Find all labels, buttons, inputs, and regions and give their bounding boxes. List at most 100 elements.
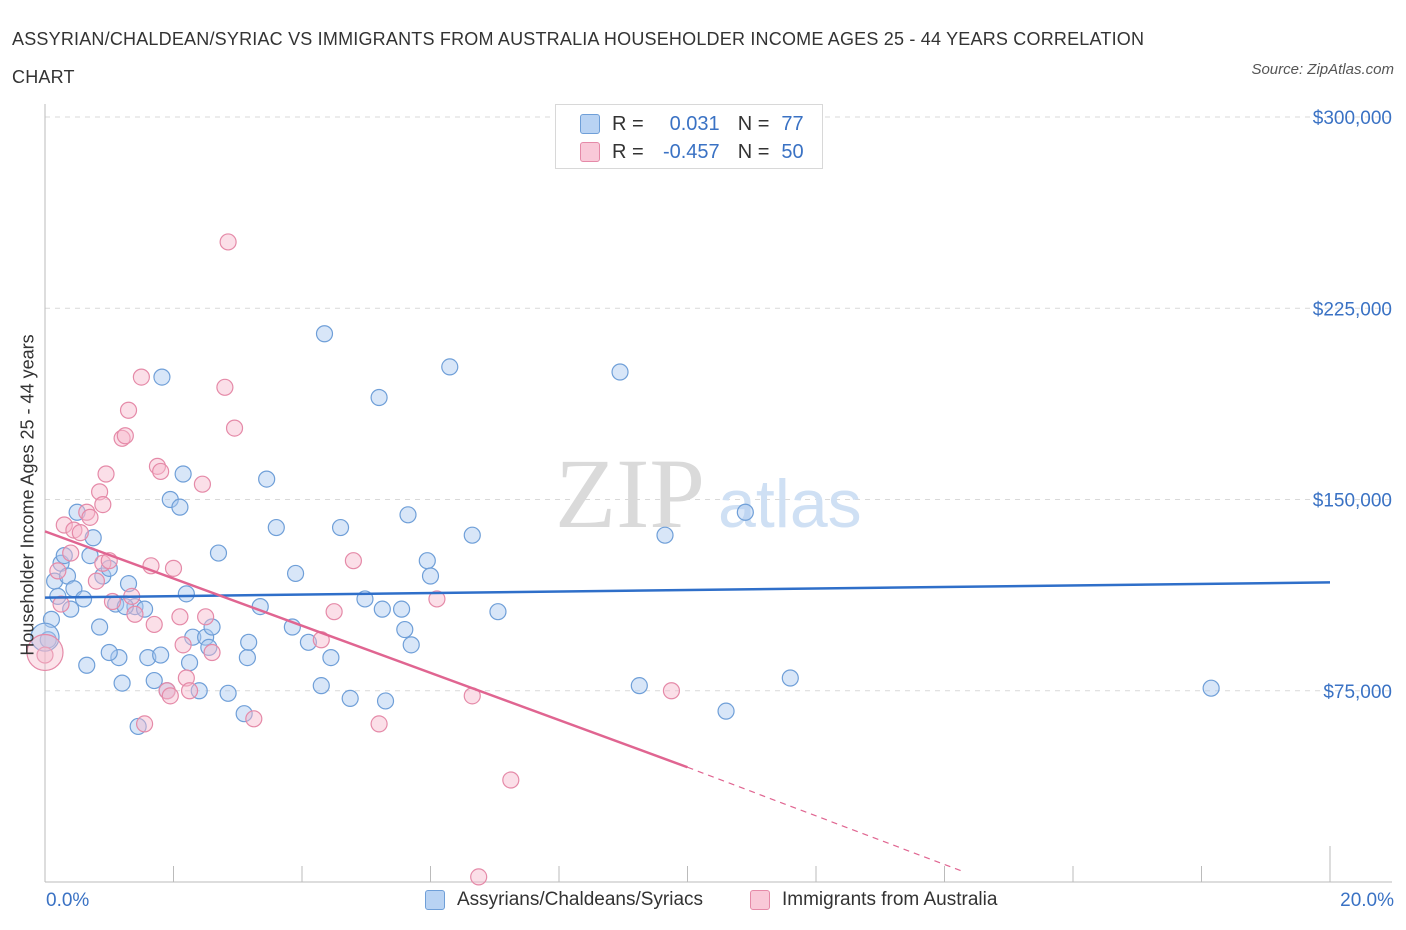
assyrians-point — [376, 692, 395, 710]
series-assyrians-points — [30, 325, 1220, 736]
assyrians-point — [119, 575, 138, 593]
assyrians-point — [611, 363, 629, 381]
assyrians-point — [203, 618, 221, 636]
australia-point — [180, 682, 199, 700]
assyrians-point — [1202, 679, 1220, 697]
assyrians-point — [399, 506, 417, 524]
assyrians-point — [62, 600, 80, 618]
australia-point — [662, 682, 681, 700]
watermark-zip: ZIP — [555, 438, 705, 549]
assyrians-point — [110, 648, 128, 667]
australia-point — [225, 419, 244, 437]
australia-point — [428, 590, 446, 608]
correlation-legend: R = 0.031 N = 77 R = -0.457 N = 50 — [555, 104, 823, 169]
y-axis-label: Householder Income Ages 25 - 44 years — [17, 334, 38, 656]
australia-point — [119, 401, 138, 419]
assyrians-point — [174, 465, 192, 483]
legend-item-label: Immigrants from Australia — [782, 889, 998, 910]
assyrians-point — [258, 470, 276, 488]
assyrians-point — [370, 388, 388, 407]
australia-point — [177, 669, 195, 687]
axes — [44, 104, 1392, 883]
assyrians-point — [197, 628, 215, 646]
australia-point — [174, 636, 192, 654]
legend-n-label: N = — [737, 140, 770, 163]
australia-point — [171, 608, 189, 626]
australia-point — [52, 595, 70, 613]
assyrians-point — [418, 552, 436, 570]
australia-trend-line — [44, 530, 688, 769]
australia-point — [161, 687, 179, 705]
assyrians-point — [463, 526, 481, 544]
chart-title: ASSYRIAN/CHALDEAN/SYRIAC VS IMMIGRANTS F… — [12, 29, 1145, 87]
australia-point — [197, 608, 215, 626]
legend-r-label: R = — [612, 140, 644, 163]
legend-n-value: 50 — [781, 140, 804, 163]
assyrians-point — [238, 648, 256, 667]
australia-point — [126, 605, 144, 623]
assyrians-point — [180, 654, 199, 672]
assyrians-point — [84, 529, 102, 547]
assyrians-point — [152, 646, 170, 664]
assyrians-point — [113, 674, 131, 692]
y-tick-label: $300,000 — [1313, 108, 1392, 129]
australia-point — [219, 233, 237, 251]
legend-item-label: Assyrians/Chaldeans/Syriacs — [457, 889, 704, 910]
australia-point — [36, 646, 54, 664]
legend-r-value: -0.457 — [662, 140, 720, 163]
watermark-atlas: atlas — [718, 466, 862, 542]
assyrians-point — [286, 564, 305, 583]
australia-point — [26, 633, 64, 672]
assyrians-point — [630, 677, 648, 695]
assyrians-point — [135, 600, 154, 618]
assyrians-point — [373, 600, 391, 618]
assyrians-point — [489, 603, 507, 621]
australia-point — [145, 615, 163, 634]
assyrians-point — [656, 526, 674, 544]
australia-point — [135, 715, 154, 733]
australia-point — [344, 552, 362, 570]
assyrians-point — [267, 518, 285, 537]
assyrians-point — [402, 636, 420, 654]
pink-swatch-icon — [580, 142, 600, 162]
australia-point — [87, 572, 106, 590]
legend-n-label: N = — [737, 112, 770, 135]
australia-point — [164, 559, 183, 577]
assyrians-point — [139, 648, 157, 667]
australia-point — [203, 643, 221, 662]
assyrians-point — [30, 622, 60, 652]
assyrians-point — [312, 677, 330, 695]
assyrians-point — [736, 503, 754, 521]
series-australia-points — [26, 233, 681, 886]
assyrians-point — [190, 682, 208, 700]
assyrians-point — [68, 503, 86, 521]
assyrians-point — [74, 590, 93, 608]
australia-point — [91, 483, 109, 501]
y-tick-label: $75,000 — [1323, 682, 1392, 703]
legend-n-value: 77 — [781, 112, 804, 135]
assyrians-point — [341, 689, 359, 708]
assyrians-point — [100, 643, 118, 662]
legend-r-label: R = — [612, 112, 644, 135]
x-tick-label-min: 0.0% — [46, 890, 90, 911]
australia-point — [216, 378, 234, 396]
assyrians-point — [209, 544, 228, 562]
australia-point — [152, 462, 170, 481]
australia-point — [55, 516, 73, 534]
assyrians-point — [331, 518, 350, 537]
australia-point — [116, 427, 134, 445]
assyrians-point — [396, 620, 414, 639]
assyrians-point — [421, 567, 440, 585]
australia-point — [97, 465, 115, 483]
australia-point — [81, 508, 99, 526]
assyrians-trend-line — [44, 581, 1331, 599]
australia-point — [62, 544, 80, 562]
legend-item-australia[interactable]: Immigrants from Australia — [750, 889, 997, 911]
source-label: Source: ZipAtlas.com — [1251, 61, 1394, 78]
australia-point — [132, 368, 150, 386]
australia-point — [78, 503, 96, 521]
legend-item-assyrians[interactable]: Assyrians/Chaldeans/Syriacs — [425, 889, 703, 911]
assyrians-point — [145, 671, 163, 690]
australia-point — [370, 715, 388, 733]
